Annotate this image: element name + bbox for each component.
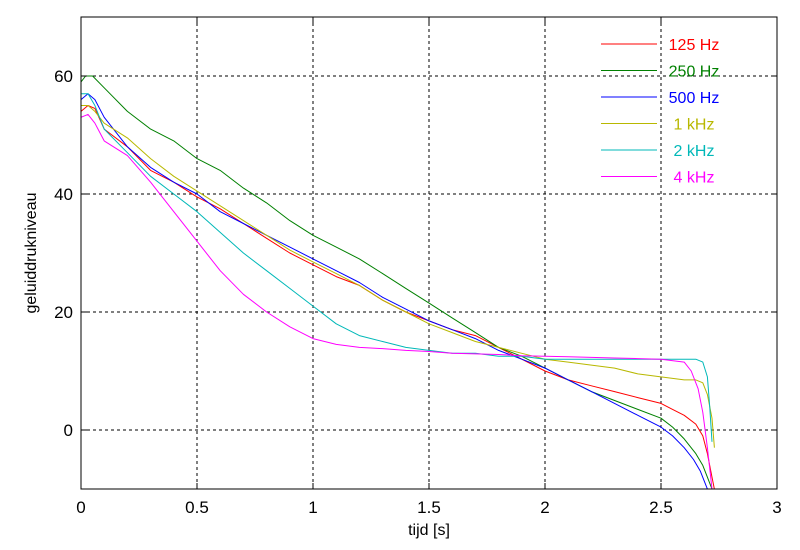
legend-label: 125 Hz	[669, 37, 720, 54]
y-tick-label: 40	[54, 185, 73, 204]
legend-label: 2 kHz	[674, 143, 715, 160]
series-line-250-hz	[81, 75, 713, 489]
grid	[81, 17, 777, 489]
x-tick-label: 2	[540, 498, 549, 517]
y-axis-label: geluiddrukniveau	[23, 193, 40, 314]
legend-label: 1 kHz	[674, 117, 715, 134]
legend-label: 4 kHz	[674, 170, 715, 187]
x-tick-label: 0.5	[185, 498, 209, 517]
legend: 125 Hz 250 Hz 500 Hz 1 kHz 2 kHz 4 kHz	[601, 37, 719, 187]
y-tick-label: 60	[54, 67, 73, 86]
x-axis-label: tijd [s]	[408, 522, 450, 539]
series-line-4-khz	[81, 113, 713, 489]
x-tick-label: 0	[76, 498, 85, 517]
series-lines	[81, 75, 715, 489]
series-line-500-hz	[81, 93, 708, 489]
x-tick-label: 3	[772, 498, 781, 517]
x-tick-label: 2.5	[649, 498, 673, 517]
y-tick-label: 20	[54, 303, 73, 322]
x-tick-label: 1	[308, 498, 317, 517]
legend-label: 250 Hz	[669, 64, 720, 81]
series-line-2-khz	[81, 93, 713, 442]
series-line-1-khz	[81, 105, 715, 448]
legend-label: 500 Hz	[669, 90, 720, 107]
ticks: 0 0.5 1 1.5 2 2.5 3 0 20 40 60	[54, 17, 782, 517]
y-tick-label: 0	[64, 421, 73, 440]
x-tick-label: 1.5	[417, 498, 441, 517]
